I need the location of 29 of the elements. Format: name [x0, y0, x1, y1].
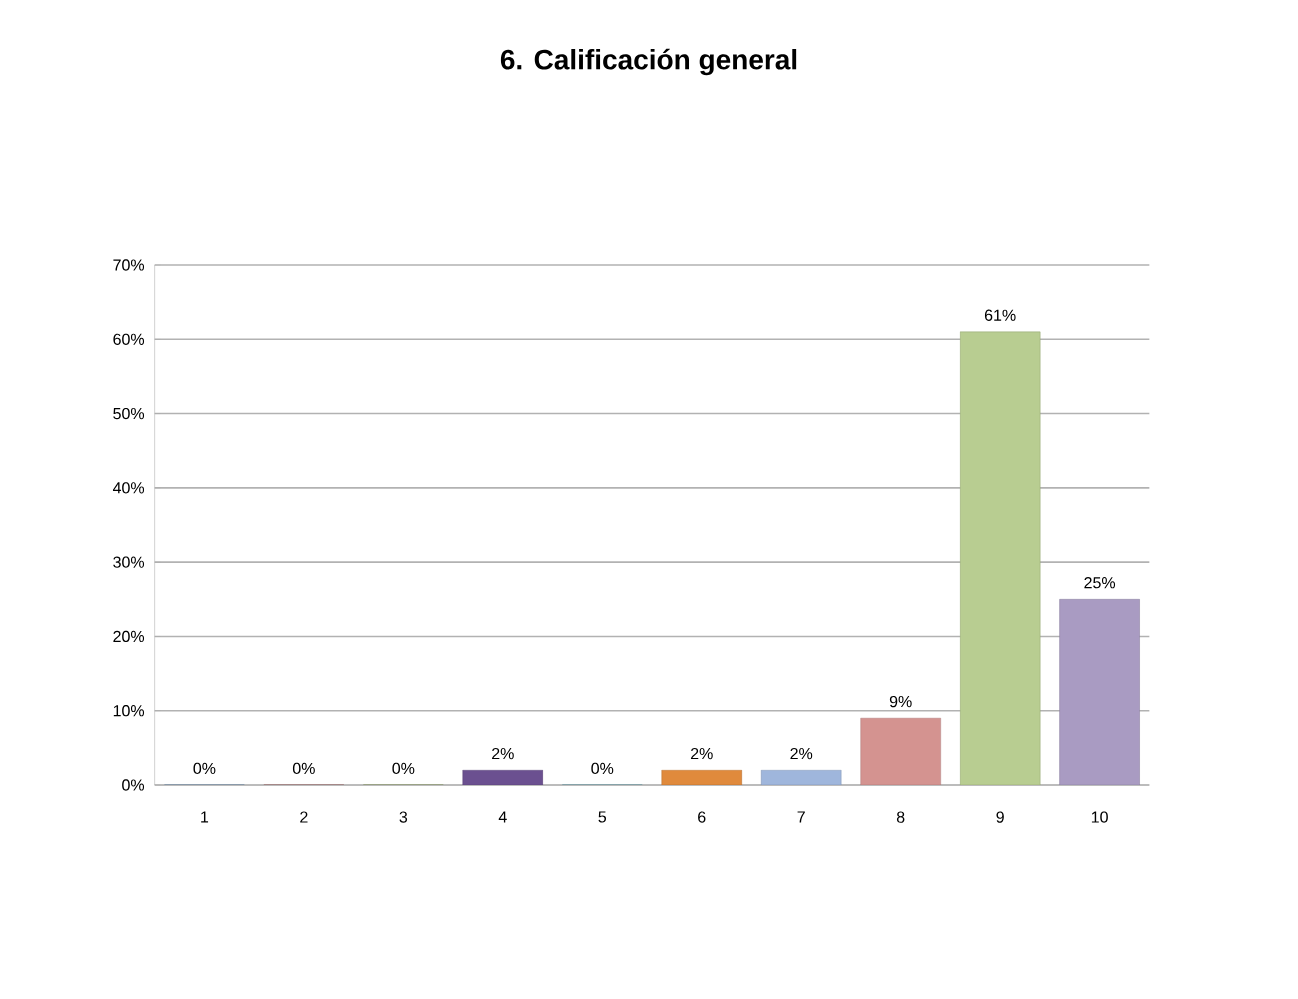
x-tick-label: 10 — [1091, 811, 1108, 823]
x-tick-label: 7 — [797, 811, 805, 823]
data-label: 2% — [790, 747, 813, 760]
y-tick-label: 0% — [122, 779, 145, 791]
y-tick-label: 30% — [113, 556, 145, 568]
x-tick-label: 2 — [300, 811, 308, 823]
data-label: 2% — [690, 747, 713, 760]
data-label: 25% — [1084, 577, 1116, 589]
y-tick-label: 60% — [113, 333, 145, 345]
data-label: 0% — [292, 762, 315, 775]
data-label: 9% — [889, 695, 912, 708]
x-tick-label: 8 — [896, 811, 905, 823]
x-tick-label: 1 — [201, 811, 209, 823]
y-tick-label: 70% — [113, 259, 145, 271]
data-label: 0% — [193, 762, 216, 775]
x-tick-label: 4 — [498, 811, 507, 823]
y-tick-label: 40% — [112, 482, 145, 494]
y-tick-label: 50% — [113, 407, 145, 420]
y-tick-label: 20% — [113, 630, 145, 643]
data-label: 0% — [392, 762, 415, 775]
data-label: 2% — [492, 747, 514, 760]
chart-title: 6. Calificación general — [500, 48, 797, 76]
x-tick-label: 9 — [996, 811, 1004, 823]
x-tick-label: 3 — [399, 811, 408, 823]
data-label: 0% — [591, 762, 614, 775]
y-tick-label: 10% — [113, 705, 145, 717]
x-tick-label: 6 — [698, 811, 706, 823]
x-tick-label: 5 — [598, 811, 607, 823]
data-label: 61% — [984, 309, 1016, 321]
